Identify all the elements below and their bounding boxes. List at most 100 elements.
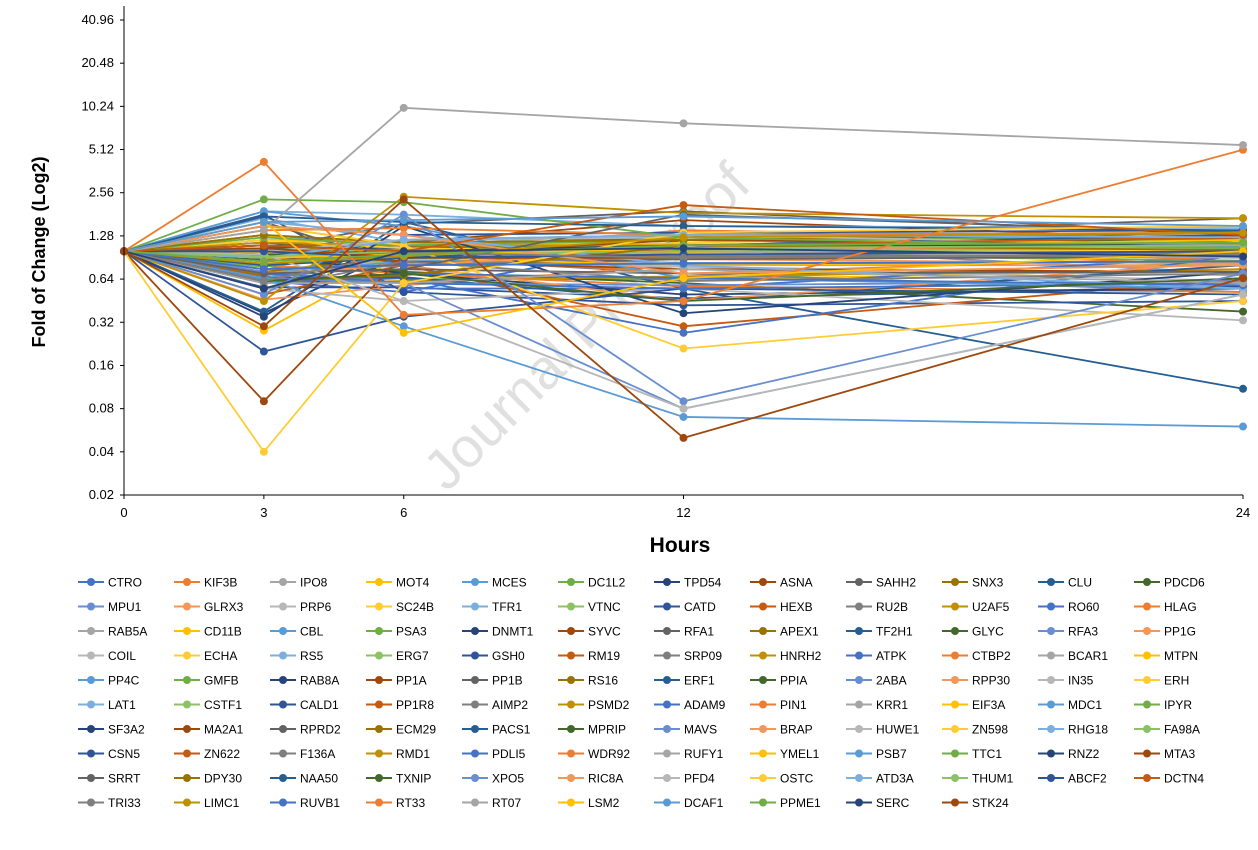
- legend-swatch-marker: [567, 798, 575, 807]
- legend-item: GLRX3: [174, 600, 244, 614]
- legend-item: CATD: [654, 600, 716, 614]
- data-point: [259, 277, 268, 286]
- legend-item: APEX1: [750, 625, 819, 639]
- legend-swatch-marker: [759, 651, 767, 660]
- legend-label: RUVB1: [300, 796, 340, 810]
- data-point: [399, 224, 408, 233]
- legend-label: ABCF2: [1068, 772, 1107, 786]
- legend-label: RPP30: [972, 674, 1010, 688]
- legend-item: MTPN: [1134, 649, 1198, 663]
- legend-swatch-marker: [855, 651, 863, 660]
- legend-swatch-marker: [375, 725, 383, 733]
- legend-label: PP4C: [108, 674, 140, 688]
- legend-label: ATD3A: [876, 772, 914, 786]
- legend-label: RS16: [588, 674, 618, 688]
- legend-swatch-marker: [87, 602, 95, 611]
- data-point: [259, 447, 268, 456]
- legend-item: CSN5: [78, 747, 140, 761]
- legend-swatch-marker: [951, 749, 959, 758]
- legend-swatch-marker: [855, 798, 863, 807]
- legend-item: XPO5: [462, 772, 524, 786]
- legend-item: GLYC: [942, 625, 1004, 639]
- data-point: [1239, 222, 1247, 231]
- legend-swatch-marker: [279, 602, 287, 611]
- legend-swatch-marker: [375, 676, 383, 684]
- legend-item: RUFY1: [654, 747, 724, 761]
- legend-swatch-marker: [951, 578, 959, 586]
- legend-item: RAB8A: [270, 674, 339, 688]
- legend-item: PRP6: [270, 600, 332, 614]
- legend-item: ZN598: [942, 723, 1008, 737]
- legend-item: COIL: [78, 649, 136, 663]
- legend-label: SRP09: [684, 649, 722, 663]
- legend-label: PDLI5: [492, 747, 526, 761]
- legend-swatch-marker: [951, 602, 959, 611]
- data-point: [259, 297, 268, 306]
- legend-item: SRRT: [78, 772, 141, 786]
- legend-swatch-marker: [375, 578, 383, 586]
- legend-label: DNMT1: [492, 625, 534, 639]
- legend-label: 2ABA: [876, 674, 907, 688]
- legend-label: RFA3: [1068, 625, 1098, 639]
- legend-label: ATPK: [876, 649, 906, 663]
- legend-label: SC24B: [396, 600, 434, 614]
- legend-label: IPYR: [1164, 698, 1192, 712]
- legend-swatch-marker: [1047, 651, 1055, 660]
- legend-swatch-marker: [183, 627, 191, 635]
- data-point: [259, 347, 268, 356]
- legend-item: RM19: [558, 649, 620, 663]
- legend-item: CALD1: [270, 698, 339, 712]
- legend-swatch-marker: [471, 774, 479, 782]
- legend-swatch-marker: [1143, 602, 1151, 611]
- series-stk24: [120, 195, 1247, 442]
- legend-label: CATD: [684, 600, 716, 614]
- legend-item: MA2A1: [174, 723, 244, 737]
- legend-label: CSN5: [108, 747, 140, 761]
- data-point: [399, 288, 408, 297]
- legend-item: RUVB1: [270, 796, 340, 810]
- legend-item: MCES: [462, 576, 527, 590]
- legend-label: GLRX3: [204, 600, 244, 614]
- legend-item: RT33: [366, 796, 425, 810]
- legend-item: RNZ2: [1038, 747, 1100, 761]
- legend-swatch-marker: [1143, 578, 1151, 586]
- legend-item: ERH: [1134, 674, 1189, 688]
- legend-item: AIMP2: [462, 698, 528, 712]
- y-tick-label: 40.96: [81, 12, 114, 27]
- legend-swatch-marker: [567, 700, 575, 709]
- data-point: [679, 297, 688, 306]
- legend-label: SYVC: [588, 625, 621, 639]
- data-point: [259, 195, 268, 204]
- legend-swatch-marker: [87, 749, 95, 758]
- legend-label: MAVS: [684, 723, 717, 737]
- legend-item: HNRH2: [750, 649, 822, 663]
- legend-label: VTNC: [588, 600, 621, 614]
- data-point: [259, 218, 268, 227]
- legend-item: SC24B: [366, 600, 434, 614]
- data-point: [679, 328, 688, 337]
- legend-item: ASNA: [750, 576, 813, 590]
- legend-item: ADAM9: [654, 698, 726, 712]
- legend-label: HNRH2: [780, 649, 822, 663]
- legend-swatch-marker: [855, 627, 863, 635]
- data-point: [259, 157, 268, 166]
- legend-label: IPO8: [300, 576, 328, 590]
- data-point: [399, 297, 408, 306]
- legend-swatch-marker: [855, 700, 863, 709]
- legend: CTRO KIF3B IPO8 MOT4 MCES DC1L2 TPD54 ASNA SAHH2…: [78, 576, 1205, 810]
- data-point: [259, 322, 268, 331]
- data-point: [399, 195, 408, 204]
- legend-item: TTC1: [942, 747, 1002, 761]
- legend-item: PPIA: [750, 674, 807, 688]
- legend-item: ECM29: [366, 723, 436, 737]
- data-point: [399, 269, 408, 278]
- legend-item: RIC8A: [558, 772, 623, 786]
- y-tick-label: 10.24: [81, 98, 114, 113]
- legend-item: DCTN4: [1134, 772, 1204, 786]
- legend-item: RHG18: [1038, 723, 1108, 737]
- legend-swatch-marker: [471, 602, 479, 611]
- legend-label: HUWE1: [876, 723, 920, 737]
- legend-label: PPME1: [780, 796, 821, 810]
- legend-label: PP1A: [396, 674, 427, 688]
- x-tick-label: 12: [676, 505, 690, 520]
